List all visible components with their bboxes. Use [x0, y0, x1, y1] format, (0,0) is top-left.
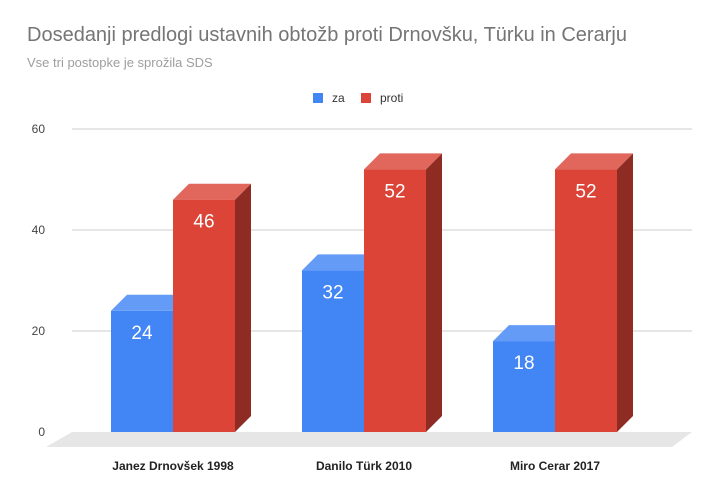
- chart-subtitle: Vse tri postopke je sprožila SDS: [27, 55, 213, 70]
- legend-item: proti: [361, 91, 403, 105]
- data-label: 46: [193, 212, 214, 233]
- data-label: 24: [131, 323, 153, 344]
- legend-label: za: [332, 91, 345, 105]
- bar-front: [173, 199, 235, 432]
- data-label: 52: [384, 181, 405, 202]
- bar-top: [111, 294, 189, 311]
- bar-top: [364, 153, 442, 170]
- bar-front: [364, 169, 426, 432]
- bar-front: [555, 169, 617, 432]
- bar-top: [555, 153, 633, 170]
- bar-side: [426, 153, 442, 432]
- y-tick-label: 20: [32, 324, 46, 338]
- bar-top: [302, 254, 380, 271]
- bar-side: [617, 153, 633, 432]
- y-tick-label: 0: [38, 425, 45, 439]
- y-tick-label: 60: [32, 122, 46, 136]
- legend-item: za: [313, 91, 345, 105]
- data-label: 52: [575, 181, 596, 202]
- chart-floor: [46, 432, 692, 447]
- bar: [555, 153, 633, 432]
- bar-front: [302, 270, 364, 432]
- legend-swatch: [361, 93, 371, 103]
- chart-title: Dosedanji predlogi ustavnih obtožb proti…: [27, 24, 627, 46]
- bar-front: [493, 341, 555, 432]
- y-tick-label: 40: [32, 223, 46, 237]
- bar: [173, 183, 251, 432]
- legend-label: proti: [380, 91, 403, 105]
- bar: [364, 153, 442, 432]
- data-label: 18: [513, 353, 534, 374]
- legend-swatch: [313, 93, 323, 103]
- x-category-label: Janez Drnovšek 1998: [112, 459, 234, 473]
- bar: [111, 294, 189, 432]
- data-label: 32: [322, 282, 343, 303]
- x-category-label: Danilo Türk 2010: [316, 459, 412, 473]
- bar-front: [111, 310, 173, 432]
- bar-top: [173, 183, 251, 200]
- bar-side: [235, 183, 251, 432]
- bar-top: [493, 325, 571, 342]
- x-category-label: Miro Cerar 2017: [510, 459, 600, 473]
